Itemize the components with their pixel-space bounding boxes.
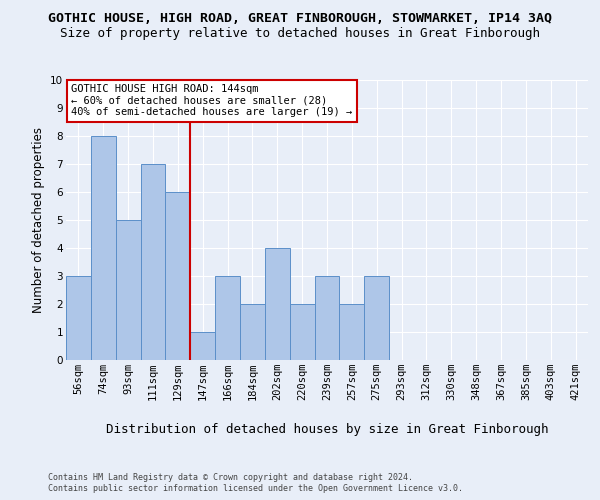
Bar: [240, 304, 265, 360]
Bar: [91, 136, 116, 360]
Text: GOTHIC HOUSE HIGH ROAD: 144sqm
← 60% of detached houses are smaller (28)
40% of : GOTHIC HOUSE HIGH ROAD: 144sqm ← 60% of …: [71, 84, 352, 117]
Text: Contains HM Land Registry data © Crown copyright and database right 2024.: Contains HM Land Registry data © Crown c…: [48, 472, 413, 482]
Text: GOTHIC HOUSE, HIGH ROAD, GREAT FINBOROUGH, STOWMARKET, IP14 3AQ: GOTHIC HOUSE, HIGH ROAD, GREAT FINBOROUG…: [48, 12, 552, 26]
Bar: [166, 192, 190, 360]
Bar: [290, 304, 314, 360]
Bar: [190, 332, 215, 360]
Bar: [66, 276, 91, 360]
Bar: [116, 220, 140, 360]
Bar: [140, 164, 166, 360]
Bar: [215, 276, 240, 360]
Bar: [364, 276, 389, 360]
Bar: [340, 304, 364, 360]
Bar: [265, 248, 290, 360]
Bar: [314, 276, 340, 360]
Y-axis label: Number of detached properties: Number of detached properties: [32, 127, 44, 313]
Text: Size of property relative to detached houses in Great Finborough: Size of property relative to detached ho…: [60, 28, 540, 40]
Text: Contains public sector information licensed under the Open Government Licence v3: Contains public sector information licen…: [48, 484, 463, 493]
Text: Distribution of detached houses by size in Great Finborough: Distribution of detached houses by size …: [106, 422, 548, 436]
